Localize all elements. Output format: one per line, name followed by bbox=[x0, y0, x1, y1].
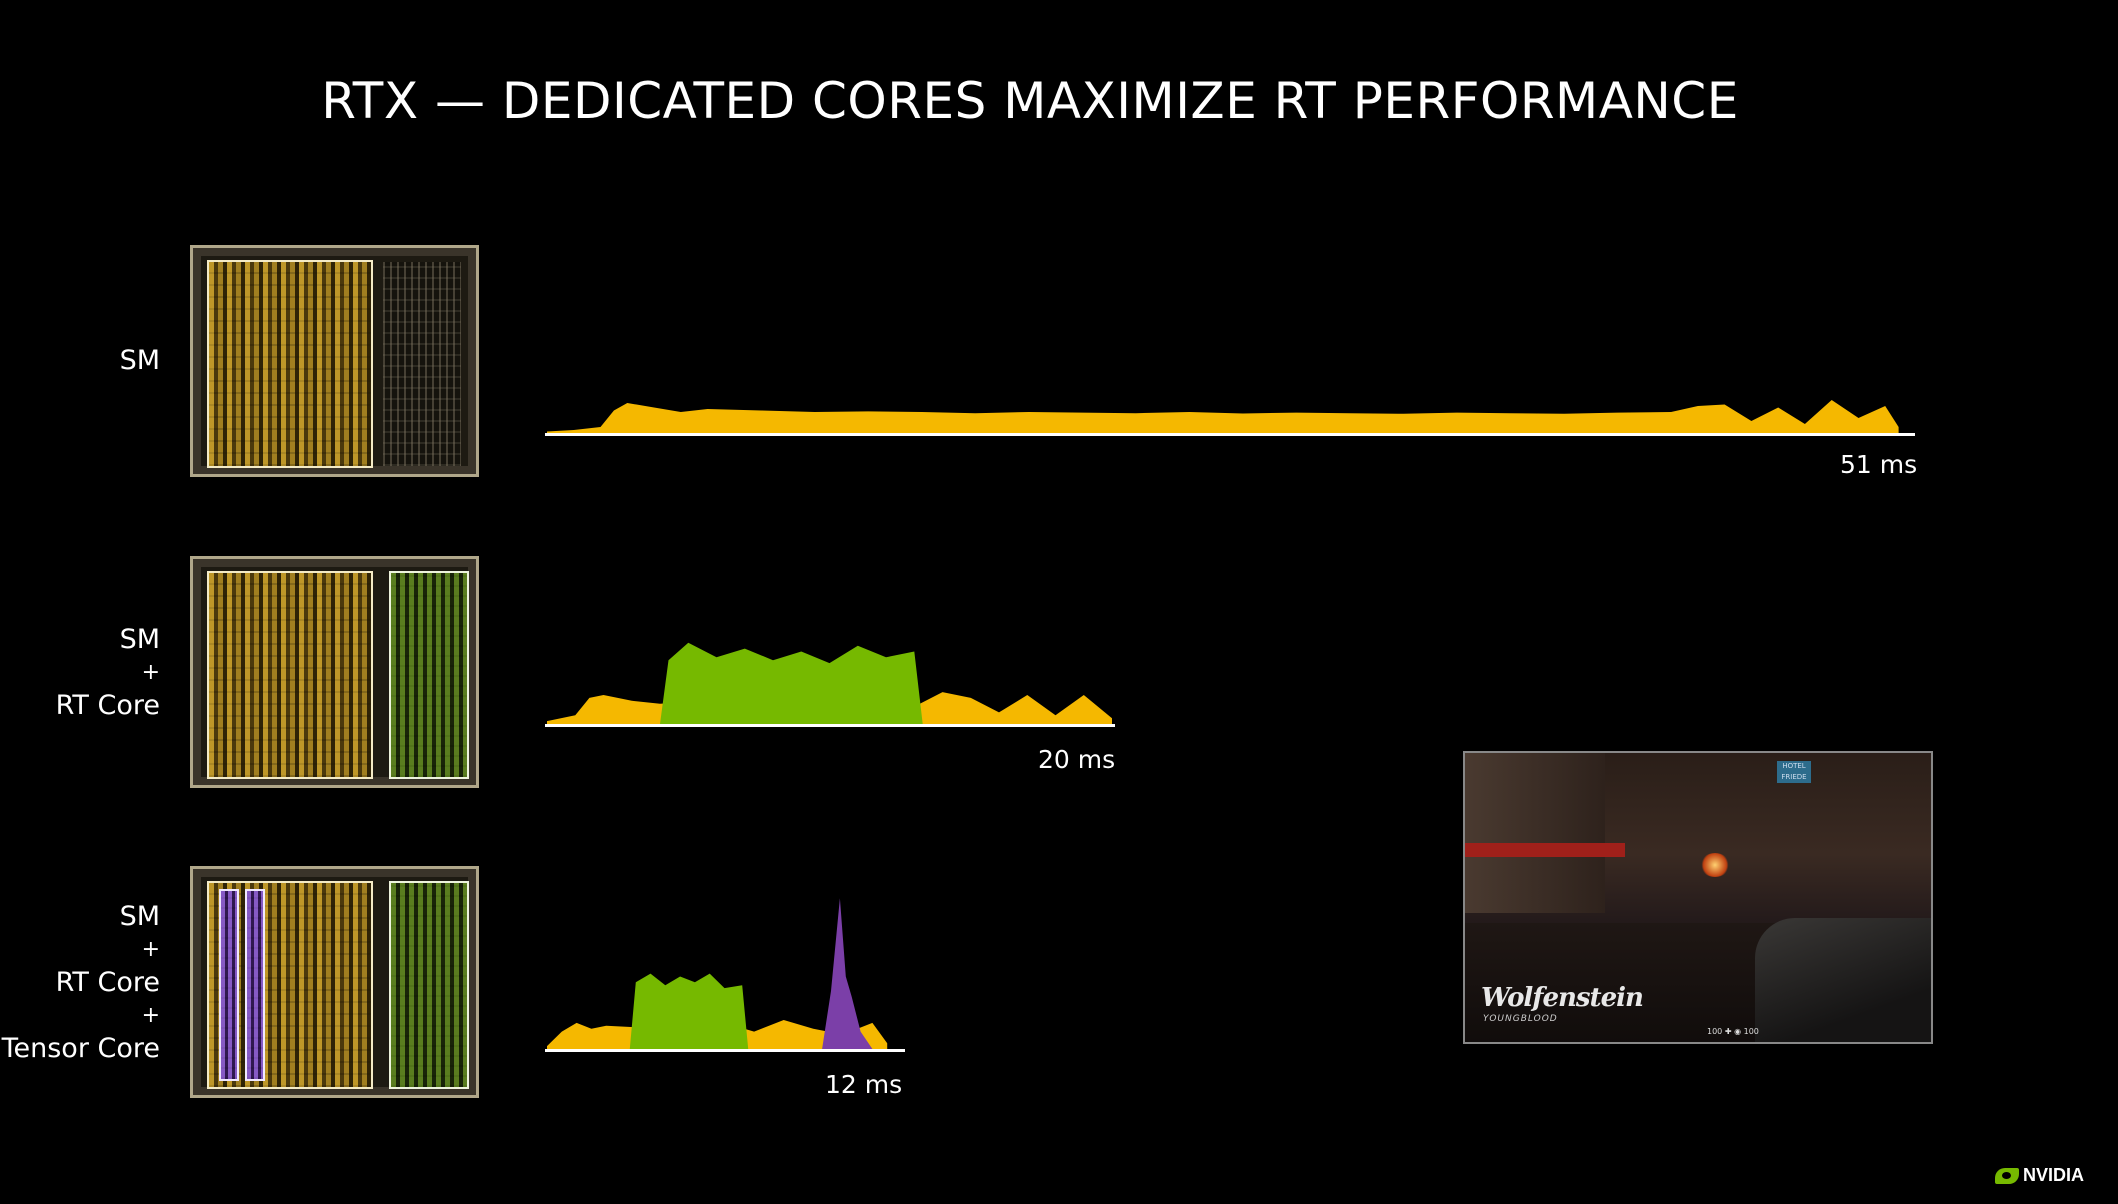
slide-title: RTX — DEDICATED CORES MAXIMIZE RT PERFOR… bbox=[321, 72, 1739, 130]
row-label-line: + bbox=[141, 1003, 160, 1028]
nvidia-wordmark: NVIDIA bbox=[2023, 1165, 2085, 1185]
game-screenshot: HOTEL FRIEDE Wolfenstein YOUNGBLOOD 100 … bbox=[1463, 751, 1933, 1044]
rt-core-block-dim bbox=[383, 262, 461, 466]
gpu-die-image-sm-rt bbox=[190, 556, 479, 788]
building-wall bbox=[1465, 753, 1605, 913]
hud-armor: 100 bbox=[1743, 1027, 1759, 1036]
row-label-line: RT Core bbox=[55, 967, 160, 998]
row-label-line: Tensor Core bbox=[1, 1033, 160, 1064]
gpu-die-image-sm bbox=[190, 245, 479, 477]
tensor-core-block-highlight bbox=[245, 889, 265, 1081]
red-banner bbox=[1465, 843, 1625, 857]
hud-health-icon: ✚ bbox=[1724, 1027, 1732, 1036]
row-label-line: + bbox=[141, 937, 160, 962]
sm-block-highlight bbox=[207, 571, 373, 779]
timing-label-sm-rt: 20 ms bbox=[1038, 745, 1116, 774]
nvidia-logo: NVIDIA bbox=[1995, 1165, 2084, 1186]
gpu-die-image-sm-rt-tensor bbox=[190, 866, 479, 1098]
timeline-sm bbox=[545, 400, 1915, 436]
tensor-core-block-highlight bbox=[219, 889, 239, 1081]
timeline-sm-rt-tensor bbox=[545, 898, 905, 1052]
timing-label-sm: 51 ms bbox=[1840, 450, 1918, 479]
hotel-sign: HOTEL FRIEDE bbox=[1777, 761, 1811, 783]
fire-glow bbox=[1700, 853, 1730, 877]
hud-readout: 100 ✚ ◉ 100 bbox=[1707, 1027, 1759, 1036]
hud-health: 100 bbox=[1707, 1027, 1723, 1036]
area-series-sm bbox=[547, 400, 1899, 433]
game-logo: Wolfenstein bbox=[1481, 983, 1644, 1013]
row-label-line: + bbox=[141, 660, 160, 685]
row-label-sm-rt-tensor: SM + RT Core + Tensor Core bbox=[2, 900, 160, 1065]
row-label-sm: SM bbox=[120, 344, 160, 377]
row-label-line: SM bbox=[119, 624, 160, 655]
row-label-line: SM bbox=[119, 345, 160, 376]
row-label-sm-rt: SM + RT Core bbox=[56, 623, 160, 722]
hud-armor-icon: ◉ bbox=[1734, 1027, 1742, 1036]
nvidia-eye-icon bbox=[1995, 1167, 2019, 1184]
area-series-rt-core bbox=[660, 642, 923, 724]
sm-block-highlight bbox=[207, 260, 373, 468]
timing-label-sm-rt-tensor: 12 ms bbox=[825, 1070, 903, 1099]
player-weapon bbox=[1755, 918, 1931, 1042]
area-series-rt-core bbox=[629, 973, 749, 1049]
row-label-line: SM bbox=[119, 901, 160, 932]
row-label-line: RT Core bbox=[55, 690, 160, 721]
timeline-sm-rt bbox=[545, 642, 1115, 727]
rt-core-block-highlight bbox=[389, 571, 469, 779]
game-subtitle: YOUNGBLOOD bbox=[1483, 1014, 1558, 1024]
rt-core-block-highlight bbox=[389, 881, 469, 1089]
area-series-tensor-core bbox=[822, 898, 873, 1049]
